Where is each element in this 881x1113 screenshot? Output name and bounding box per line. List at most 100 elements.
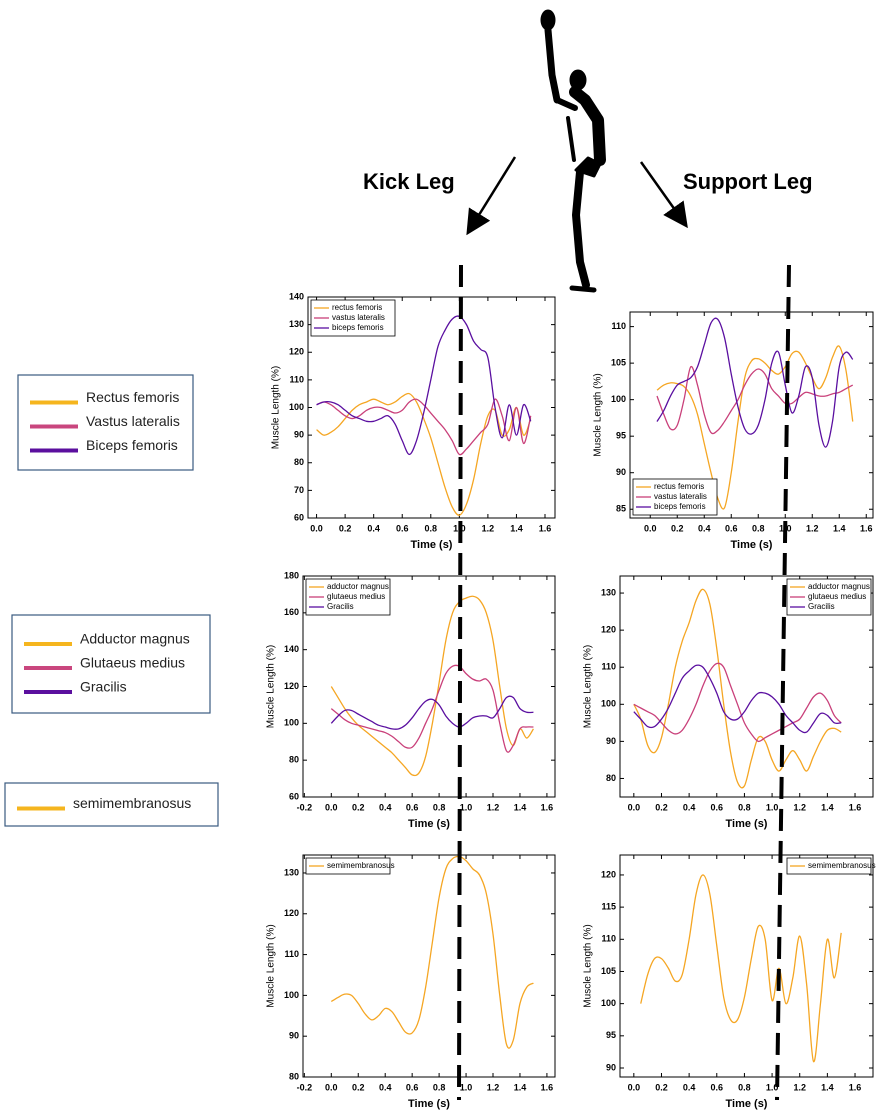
x-tick-label: 0.2 [655,1082,668,1092]
x-tick-label: 1.6 [541,1082,554,1092]
x-axis-label: Time (s) [726,1098,768,1110]
chart: -0.2 0.0 0.2 0.4 0.6 0.8 1.0 1.2 1.4 1.6 60 80 100 12… [266,570,556,830]
x-tick-label: 1.6 [849,1082,862,1092]
series-line [656,365,854,435]
support-leg-label: Support Leg [683,169,813,194]
x-tick-label: 0.2 [352,802,365,812]
y-tick-label: 100 [601,699,616,709]
x-tick-label: 0.2 [671,523,684,533]
y-tick-label: 100 [284,990,299,1000]
skeleton [540,9,606,293]
x-tick-label: 0.0 [310,523,323,533]
x-tick-label: 1.6 [541,802,554,812]
x-tick-label: 1.4 [821,1082,834,1092]
y-tick-label: 120 [601,869,616,879]
x-tick-label: 1.0 [766,802,779,812]
y-tick-label: 60 [289,791,299,801]
legend-label: biceps femoris [654,502,706,511]
y-tick-label: 115 [601,901,616,911]
y-tick-label: 130 [601,587,616,597]
x-tick-label: 1.4 [833,523,846,533]
x-tick-label: 0.6 [406,802,419,812]
x-axis-label: Time (s) [408,1098,450,1110]
x-tick-label: 1.6 [860,523,873,533]
legend-label: rectus femoris [332,303,382,312]
plot-frame [619,854,874,1078]
series-line [330,664,534,753]
y-tick-label: 100 [289,402,304,412]
legend-label: semimembranosus [327,861,395,870]
series-line [640,874,842,1063]
x-tick-label: 1.6 [539,523,552,533]
legend-box [786,857,872,875]
x-tick-label: 0.8 [738,802,751,812]
side-legend-box [17,374,194,471]
x-tick-label: 0.4 [379,1082,392,1092]
y-tick-label: 90 [289,1031,299,1041]
y-tick-label: 100 [611,394,626,404]
legend-label: Gracilis [327,602,354,611]
legend-label: vastus lateralis [332,313,385,322]
chart: 0.00.20.40.60.81.01.21.41.66070809010011… [271,291,556,551]
arrow [639,161,688,229]
x-tick-label: 0.8 [433,802,446,812]
series-line [330,595,534,777]
chart: 0.00.20.40.60.81.01.21.41.68590951001051… [593,311,874,551]
chart: 0.0 0.2 0.4 0.6 0.8 1.0 1.2 1.4 1.6 80 90 100 110 120… [583,575,874,830]
x-tick-label: 0.4 [367,523,380,533]
kick-instant-line [775,264,791,1101]
x-tick-label: 1.4 [514,1082,527,1092]
x-tick-label: -0.2 [297,802,313,812]
x-tick-label: 1.2 [793,1082,806,1092]
x-tick-label: 1.0 [460,1082,473,1092]
legend-label: semimembranosus [808,861,876,870]
y-axis-label: Muscle Length (%) [266,924,277,1007]
arrow [466,156,517,236]
y-tick-label: 120 [284,681,299,691]
y-tick-label: 95 [606,1030,616,1040]
x-tick-label: 0.6 [711,802,724,812]
legend-label: Gracilis [808,602,835,611]
x-tick-label: 0.2 [352,1082,365,1092]
x-tick-label: 0.4 [683,1082,696,1092]
x-axis-label: Time (s) [726,818,768,830]
y-tick-label: 90 [294,430,304,440]
x-tick-label: 0.6 [711,1082,724,1092]
y-axis-label: Muscle Length (%) [583,924,594,1007]
series-line [656,317,854,448]
y-tick-label: 60 [294,512,304,522]
y-tick-label: 80 [289,1071,299,1081]
x-tick-label: 1.2 [793,802,806,812]
y-tick-label: 130 [289,319,304,329]
y-tick-label: 180 [284,570,299,580]
y-tick-label: 105 [601,966,616,976]
y-tick-label: 110 [284,949,299,959]
x-tick-label: 0.8 [752,523,765,533]
x-tick-label: 1.4 [821,802,834,812]
y-tick-label: 100 [284,718,299,728]
x-tick-label: 0.0 [325,802,338,812]
series-line [633,588,842,789]
x-tick-label: 0.6 [406,1082,419,1092]
legend-label: glutaeus medius [327,592,385,601]
x-tick-label: 0.0 [628,802,641,812]
y-tick-label: 110 [611,321,626,331]
y-axis-label: Muscle Length (%) [271,366,282,449]
side-legend-box [4,782,219,827]
y-axis-label: Muscle Length (%) [583,645,594,728]
x-tick-label: 0.0 [628,1082,641,1092]
x-tick-label: 0.6 [396,523,409,533]
side-legend-label: Gracilis [80,679,127,695]
y-tick-label: 120 [601,625,616,635]
y-tick-label: 110 [289,374,304,384]
kick-instant-line [457,264,463,1101]
y-axis-label: Muscle Length (%) [593,373,604,456]
legend-label: biceps femoris [332,323,384,332]
y-tick-label: 110 [601,934,616,944]
y-tick-label: 160 [284,607,299,617]
series-line [316,398,532,456]
y-tick-label: 110 [601,662,616,672]
x-tick-label: 0.8 [433,1082,446,1092]
side-legend-label: Glutaeus medius [80,655,185,671]
